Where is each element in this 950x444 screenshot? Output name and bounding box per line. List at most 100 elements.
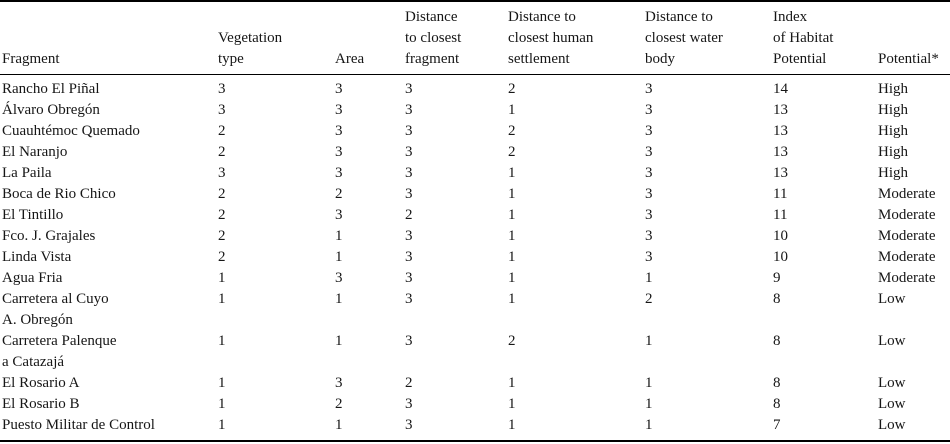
distance-closest-fragment-cell: 3 (405, 417, 413, 433)
potential-cell: Low (878, 333, 906, 349)
distance-closest-human-settlement-cell: 1 (508, 417, 516, 433)
table-row: Boca de Rio Chico 2 2 3 1 3 11 Moderate (0, 184, 950, 205)
distance-closest-human-settlement-cell: 2 (508, 144, 516, 160)
fragment-name-cell: El Rosario B (2, 396, 80, 412)
distance-closest-water-body-cell: 3 (645, 81, 653, 97)
distance-closest-human-settlement-cell: 1 (508, 165, 516, 181)
index-habitat-potential-cell: 10 (773, 249, 788, 265)
vegetation-type-cell: 2 (218, 123, 226, 139)
index-habitat-potential-cell: 8 (773, 375, 781, 391)
distance-closest-water-body-cell: 3 (645, 102, 653, 118)
distance-closest-human-settlement-cell: 1 (508, 102, 516, 118)
table-row: El Rosario B 1 2 3 1 1 8 Low (0, 394, 950, 415)
distance-closest-fragment-cell: 3 (405, 165, 413, 181)
fragment-name-cell: El Rosario A (2, 375, 80, 391)
table-row: La Paila 3 3 3 1 3 13 High (0, 163, 950, 184)
area-cell: 1 (335, 249, 343, 265)
fragment-name-cell: El Tintillo (2, 207, 64, 223)
distance-closest-water-body-cell: 3 (645, 123, 653, 139)
distance-closest-human-settlement-cell: 1 (508, 270, 516, 286)
distance-closest-water-body-cell: 1 (645, 396, 653, 412)
distance-closest-water-body-cell: 3 (645, 165, 653, 181)
distance-closest-water-body-cell: 1 (645, 270, 653, 286)
table-row: Linda Vista 2 1 3 1 3 10 Moderate (0, 247, 950, 268)
fragment-name-cell: Boca de Rio Chico (2, 186, 116, 202)
fragment-name-cell: Carretera Palenque a Catazajá (2, 333, 117, 370)
distance-closest-human-settlement-cell: 1 (508, 291, 516, 307)
fragment-name-cell: El Naranjo (2, 144, 68, 160)
potential-cell: Low (878, 291, 906, 307)
area-cell: 1 (335, 291, 343, 307)
column-header-potential: Potential* (876, 1, 950, 75)
fragment-name-cell: Fco. J. Grajales (2, 228, 96, 244)
area-cell: 1 (335, 417, 343, 433)
distance-closest-human-settlement-cell: 1 (508, 375, 516, 391)
fragment-name-cell: Agua Fria (2, 270, 63, 286)
distance-closest-fragment-cell: 3 (405, 123, 413, 139)
distance-closest-fragment-cell: 3 (405, 396, 413, 412)
fragment-name-cell: Carretera al Cuyo A. Obregón (2, 291, 109, 328)
distance-closest-fragment-cell: 3 (405, 102, 413, 118)
index-habitat-potential-cell: 11 (773, 186, 788, 202)
vegetation-type-cell: 2 (218, 228, 226, 244)
table-row: Carretera al Cuyo A. Obregón 1 1 3 1 2 8… (0, 289, 950, 331)
area-cell: 3 (335, 270, 343, 286)
potential-cell: Low (878, 396, 906, 412)
vegetation-type-cell: 1 (218, 333, 226, 349)
column-header-vegetation-type: Vegetation type (216, 1, 333, 75)
potential-cell: High (878, 102, 908, 118)
index-habitat-potential-cell: 11 (773, 207, 788, 223)
area-cell: 1 (335, 333, 343, 349)
column-header-distance-closest-fragment: Distance to closest fragment (403, 1, 506, 75)
table-row: Fco. J. Grajales 2 1 3 1 3 10 Moderate (0, 226, 950, 247)
index-habitat-potential-cell: 9 (773, 270, 781, 286)
vegetation-type-cell: 2 (218, 144, 226, 160)
table-row: El Tintillo 2 3 2 1 3 11 Moderate (0, 205, 950, 226)
potential-cell: Moderate (878, 207, 936, 223)
vegetation-type-cell: 2 (218, 186, 226, 202)
potential-cell: Low (878, 417, 906, 433)
distance-closest-human-settlement-cell: 2 (508, 333, 516, 349)
index-habitat-potential-cell: 13 (773, 102, 788, 118)
vegetation-type-cell: 1 (218, 291, 226, 307)
fragment-name-cell: Puesto Militar de Control (2, 417, 155, 433)
distance-closest-human-settlement-cell: 2 (508, 81, 516, 97)
distance-closest-human-settlement-cell: 2 (508, 123, 516, 139)
index-habitat-potential-cell: 8 (773, 396, 781, 412)
distance-closest-water-body-cell: 1 (645, 375, 653, 391)
distance-closest-fragment-cell: 3 (405, 186, 413, 202)
index-habitat-potential-cell: 10 (773, 228, 788, 244)
distance-closest-water-body-cell: 3 (645, 144, 653, 160)
fragment-name-cell: Álvaro Obregón (2, 102, 100, 118)
distance-closest-water-body-cell: 2 (645, 291, 653, 307)
index-habitat-potential-cell: 13 (773, 123, 788, 139)
vegetation-type-cell: 1 (218, 417, 226, 433)
vegetation-type-cell: 1 (218, 396, 226, 412)
area-cell: 2 (335, 396, 343, 412)
fragment-name-cell: Cuauhtémoc Quemado (2, 123, 140, 139)
area-cell: 3 (335, 207, 343, 223)
fragment-name-cell: Linda Vista (2, 249, 72, 265)
column-header-distance-closest-water-body: Distance to closest water body (643, 1, 771, 75)
area-cell: 3 (335, 123, 343, 139)
column-header-fragment: Fragment (0, 1, 216, 75)
area-cell: 3 (335, 375, 343, 391)
potential-cell: High (878, 81, 908, 97)
index-habitat-potential-cell: 13 (773, 144, 788, 160)
potential-cell: Low (878, 375, 906, 391)
table-body: Rancho El Piñal 3 3 3 2 3 14 High Álvaro… (0, 75, 950, 442)
distance-closest-water-body-cell: 1 (645, 417, 653, 433)
table-row: Álvaro Obregón 3 3 3 1 3 13 High (0, 100, 950, 121)
area-cell: 3 (335, 102, 343, 118)
area-cell: 3 (335, 81, 343, 97)
distance-closest-water-body-cell: 3 (645, 207, 653, 223)
column-header-area: Area (333, 1, 403, 75)
distance-closest-fragment-cell: 3 (405, 291, 413, 307)
index-habitat-potential-cell: 13 (773, 165, 788, 181)
header-row: Fragment Vegetation type Area Distance t… (0, 1, 950, 75)
distance-closest-human-settlement-cell: 1 (508, 207, 516, 223)
table-row: Cuauhtémoc Quemado 2 3 3 2 3 13 High (0, 121, 950, 142)
vegetation-type-cell: 3 (218, 81, 226, 97)
vegetation-type-cell: 3 (218, 165, 226, 181)
